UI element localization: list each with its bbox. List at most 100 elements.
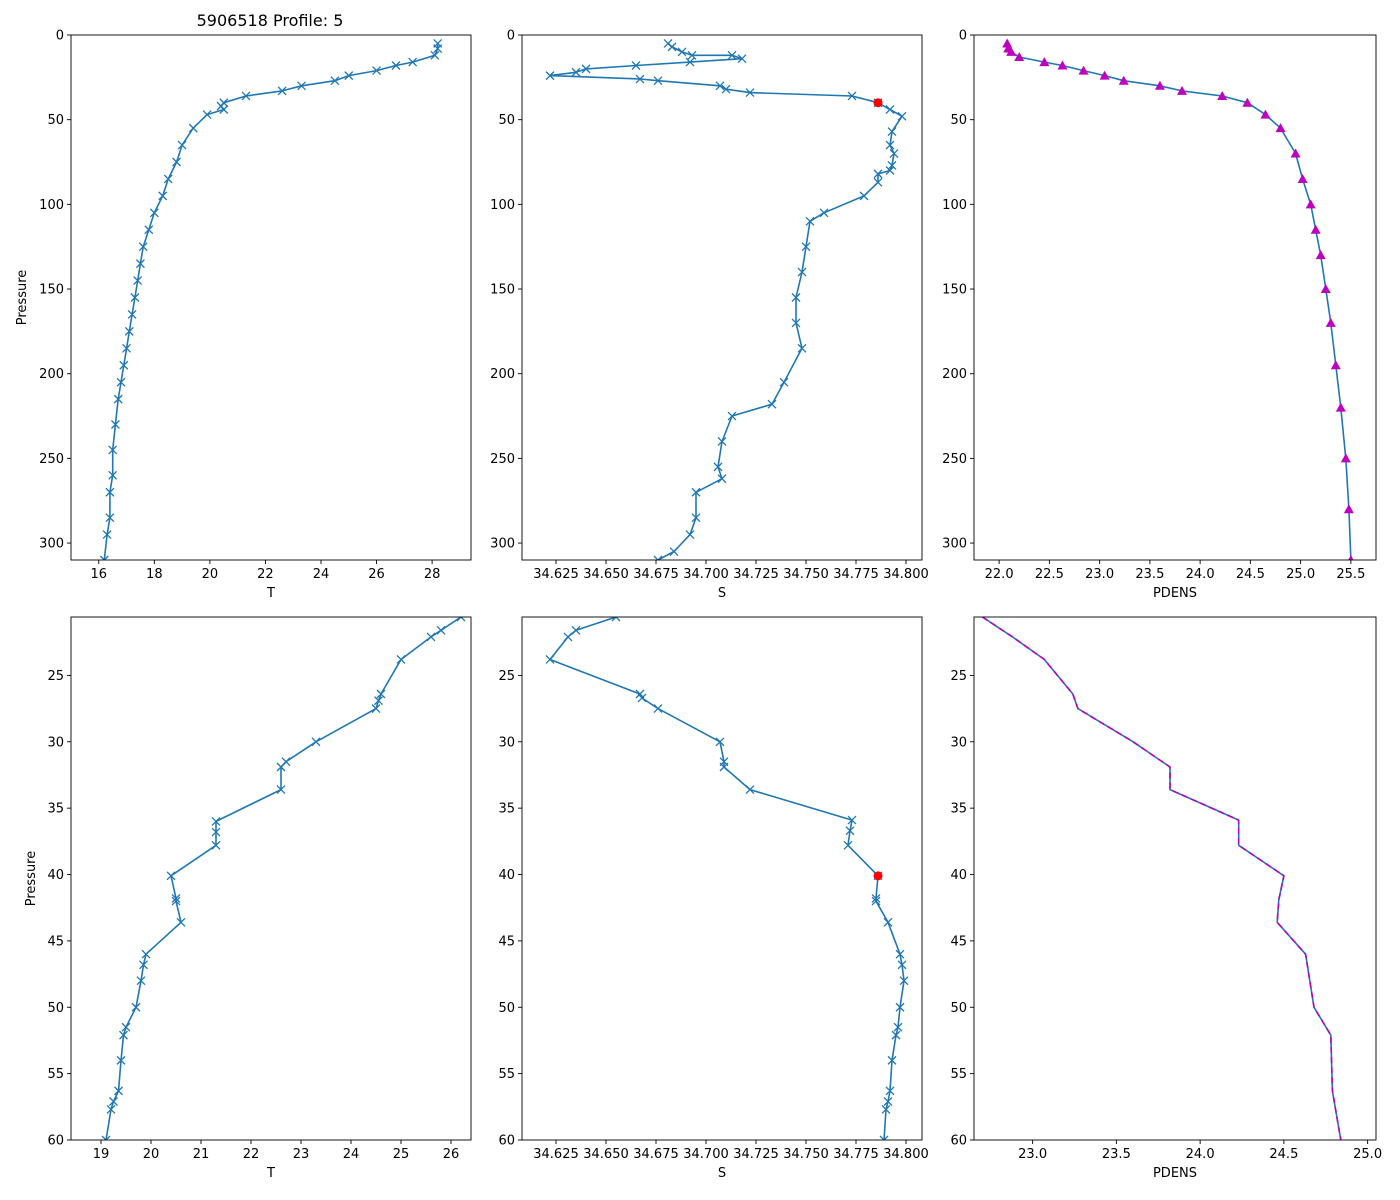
data-point-marker (1118, 75, 1129, 85)
data-point-marker (897, 960, 907, 970)
data-point-marker (426, 632, 436, 642)
x-tick-label: 34.725 (733, 1147, 779, 1162)
y-tick-label: 0 (959, 29, 967, 44)
data-point-marker (1348, 555, 1354, 560)
data-point-marker (745, 785, 755, 795)
data-point-marker (171, 896, 181, 906)
data-point-marker (1078, 65, 1089, 75)
data-point-marker (131, 1002, 141, 1012)
data-point-marker (430, 50, 440, 60)
data-point-marker (1057, 60, 1068, 70)
data-point-marker (843, 840, 853, 850)
data-point-marker (805, 216, 815, 226)
series-line (105, 617, 462, 1140)
x-tick-label: 34.675 (633, 1147, 679, 1162)
data-point-marker (1217, 90, 1228, 100)
data-point-marker (166, 871, 176, 881)
data-point-marker (727, 411, 737, 421)
y-tick-label: 50 (950, 113, 967, 128)
y-tick-label: 35 (950, 802, 967, 817)
data-point-marker (1039, 57, 1050, 67)
x-tick-label: 16 (91, 567, 108, 582)
data-point-marker (374, 696, 383, 706)
y-tick-label: 45 (950, 934, 967, 949)
data-point-marker (138, 242, 148, 252)
x-tick-label: 20 (202, 567, 219, 582)
y-tick-label: 250 (490, 452, 515, 467)
x-tick-label: 22.5 (1035, 567, 1064, 582)
x-tick-label: 34.625 (533, 567, 579, 582)
data-point-marker (297, 81, 307, 91)
data-point-marker (1320, 284, 1331, 294)
x-tick-label: 24.5 (1269, 1147, 1298, 1162)
data-point-marker (1275, 123, 1286, 133)
data-point-marker (456, 617, 466, 622)
data-point-marker (135, 259, 145, 269)
data-point-marker (847, 815, 857, 825)
y-tick-label: 30 (47, 735, 64, 750)
data-point-marker (1315, 250, 1326, 260)
x-axis-label: S (718, 586, 726, 601)
data-point-marker (791, 293, 801, 302)
data-point-marker (108, 470, 118, 480)
x-tick-label: 24.0 (1186, 1147, 1215, 1162)
y-tick-label: 40 (950, 868, 967, 883)
panel-top-salinity: 34.625 34.650 34.675 34.700 34.725 34.750 34.7… (490, 29, 929, 602)
panel-bottom-temperature: 19 20 21 22 23 24 25 26 25 30 35 40 45 50 55 60 T Pressur… (24, 616, 472, 1181)
data-point-marker (685, 530, 695, 540)
y-tick-label: 150 (490, 283, 515, 298)
y-tick-label: 250 (39, 452, 64, 467)
data-point-marker (819, 208, 829, 218)
x-tick-label: 23.5 (1102, 1147, 1131, 1162)
y-tick-label: 200 (490, 367, 515, 382)
panel-top-temperature: 16 18 20 22 24 26 28 0 50 100 150 200 250 300 T Pressur… (15, 29, 472, 601)
data-point-marker (611, 617, 621, 622)
data-point-marker (1335, 402, 1346, 412)
data-point-marker (344, 71, 354, 81)
panel-bottom-density: 23.0 23.5 24.0 24.5 25.0 25 30 35 40 45 50 55 60 PDEN… (950, 616, 1382, 1181)
data-point-marker (136, 976, 146, 986)
data-point-marker (713, 462, 723, 472)
x-tick-label: 34.700 (683, 1147, 729, 1162)
data-point-marker (893, 1022, 903, 1032)
highlight-point (873, 871, 883, 881)
x-tick-label: 34.800 (883, 567, 929, 582)
data-point-marker (667, 42, 677, 52)
x-tick-label: 21 (193, 1147, 210, 1162)
x-tick-label: 23 (293, 1147, 310, 1162)
data-point-marker (241, 91, 251, 101)
data-point-marker (1325, 317, 1336, 327)
data-point-marker (883, 917, 893, 927)
y-tick-label: 60 (498, 1134, 515, 1149)
y-tick-label: 45 (47, 934, 64, 949)
x-axis-label: S (718, 1166, 726, 1181)
y-tick-label: 300 (490, 537, 515, 552)
data-point-marker (871, 896, 881, 906)
data-point-marker (133, 276, 143, 286)
data-point-marker (691, 513, 701, 523)
x-tick-label: 24.5 (1236, 567, 1265, 582)
data-point-marker (101, 1135, 111, 1140)
data-point-marker (721, 84, 731, 94)
data-point-marker (211, 827, 221, 837)
data-point-marker (371, 704, 381, 714)
data-point-marker (124, 326, 134, 336)
x-axis-label: T (266, 586, 275, 601)
y-tick-label: 50 (950, 1001, 967, 1016)
data-point-marker (1343, 504, 1354, 514)
x-tick-label: 23.0 (1085, 567, 1114, 582)
data-point-marker (1002, 38, 1013, 48)
x-tick-label: 25.0 (1286, 567, 1315, 582)
data-point-marker (883, 1097, 893, 1106)
data-point-marker (873, 177, 883, 187)
x-tick-label: 34.775 (833, 1147, 879, 1162)
y-tick-label: 300 (39, 537, 64, 552)
data-point-marker (1177, 85, 1188, 95)
x-tick-label: 34.725 (733, 567, 779, 582)
y-tick-label: 35 (47, 802, 64, 817)
data-point-marker (635, 74, 645, 84)
data-point-marker (130, 293, 140, 302)
x-tick-label: 22 (243, 1147, 260, 1162)
y-tick-label: 55 (950, 1067, 967, 1082)
